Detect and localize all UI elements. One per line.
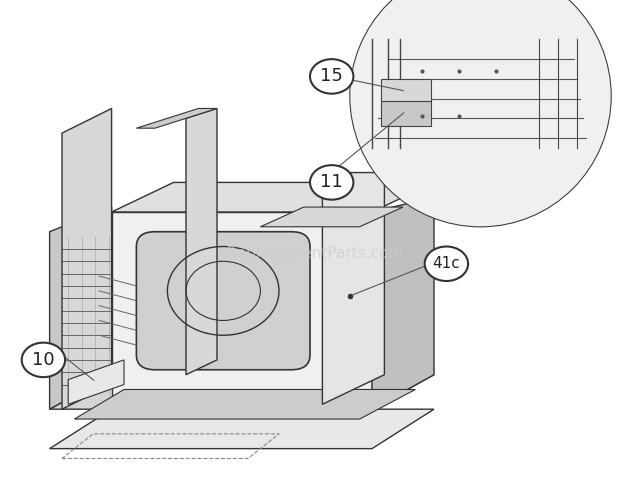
Polygon shape	[112, 182, 434, 212]
Polygon shape	[62, 108, 112, 409]
Ellipse shape	[350, 0, 611, 226]
Text: 15: 15	[321, 68, 343, 85]
Polygon shape	[260, 207, 403, 227]
Text: 11: 11	[321, 174, 343, 191]
Polygon shape	[74, 389, 415, 419]
Polygon shape	[50, 207, 112, 409]
FancyBboxPatch shape	[381, 79, 431, 101]
Polygon shape	[186, 108, 217, 375]
Circle shape	[425, 246, 468, 281]
FancyBboxPatch shape	[381, 101, 431, 126]
Circle shape	[22, 343, 65, 377]
Polygon shape	[322, 173, 384, 404]
Polygon shape	[112, 212, 372, 409]
Polygon shape	[136, 108, 217, 128]
Ellipse shape	[350, 0, 611, 226]
Polygon shape	[50, 409, 434, 449]
Text: 10: 10	[32, 351, 55, 369]
Polygon shape	[68, 360, 124, 404]
Circle shape	[310, 59, 353, 94]
Polygon shape	[50, 375, 434, 409]
FancyBboxPatch shape	[136, 232, 310, 370]
Text: 41c: 41c	[433, 256, 460, 271]
Text: eReplacementParts.com: eReplacementParts.com	[217, 246, 403, 261]
Polygon shape	[372, 197, 434, 409]
Circle shape	[310, 165, 353, 200]
